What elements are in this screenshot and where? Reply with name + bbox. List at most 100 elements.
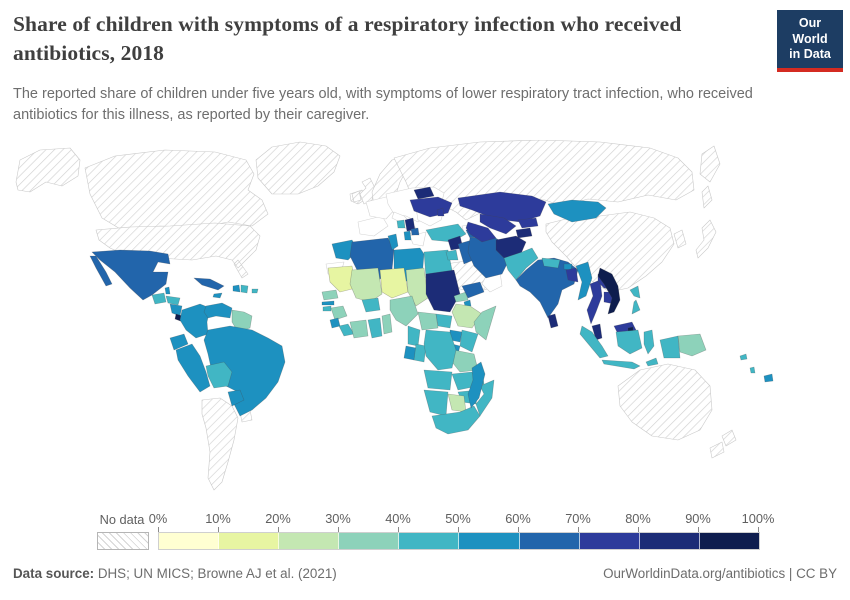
- country-moldova[interactable]: [436, 207, 445, 217]
- country-alaska[interactable]: [15, 147, 81, 193]
- legend-tick-label: 80%: [625, 511, 651, 526]
- country-dominican-republic[interactable]: [240, 284, 249, 294]
- country-jamaica[interactable]: [212, 292, 223, 299]
- country-ghana[interactable]: [367, 317, 383, 339]
- country-djibouti[interactable]: [463, 299, 472, 307]
- country-bosnia[interactable]: [396, 219, 406, 229]
- country-burkina-faso[interactable]: [361, 297, 381, 313]
- country-somalia[interactable]: [473, 305, 497, 341]
- country-mexico[interactable]: [89, 249, 171, 301]
- country-drc[interactable]: [423, 329, 457, 371]
- country-tunisia[interactable]: [387, 233, 399, 251]
- country-bangladesh[interactable]: [565, 267, 579, 283]
- country-peru[interactable]: [175, 343, 211, 393]
- country-vanuatu[interactable]: [749, 366, 756, 374]
- country-ivory-coast[interactable]: [349, 319, 369, 339]
- country-indonesia[interactable]: [579, 325, 681, 370]
- country-papua-new-guinea[interactable]: [677, 333, 707, 357]
- country-guinea[interactable]: [330, 305, 348, 321]
- country-sierra-leone[interactable]: [329, 317, 341, 329]
- country-kenya[interactable]: [459, 329, 479, 353]
- country-venezuela[interactable]: [203, 302, 233, 319]
- country-belarus[interactable]: [413, 186, 435, 200]
- country-angola[interactable]: [423, 369, 453, 391]
- country-fiji[interactable]: [763, 373, 774, 383]
- country-mauritania[interactable]: [327, 265, 357, 293]
- country-togo-benin[interactable]: [381, 313, 393, 335]
- country-honduras[interactable]: [165, 295, 181, 306]
- owid-logo[interactable]: Our World in Data: [777, 10, 843, 72]
- legend-no-data-swatch[interactable]: [97, 532, 149, 550]
- country-gambia[interactable]: [321, 300, 335, 306]
- country-japan[interactable]: [695, 219, 717, 259]
- country-new-zealand[interactable]: [709, 429, 737, 459]
- country-nigeria[interactable]: [389, 295, 419, 327]
- page-title: Share of children with symptoms of a res…: [13, 12, 682, 65]
- legend-bin-80-90%[interactable]: [639, 533, 700, 549]
- legend-bin-20-30%[interactable]: [279, 533, 340, 549]
- country-south-sudan[interactable]: [435, 313, 453, 329]
- country-mongolia[interactable]: [547, 199, 607, 223]
- country-canada[interactable]: [84, 149, 269, 231]
- country-botswana[interactable]: [447, 393, 467, 413]
- country-philippines[interactable]: [629, 285, 641, 315]
- country-ireland[interactable]: [351, 190, 362, 203]
- country-iberia[interactable]: [357, 215, 389, 237]
- country-bolivia[interactable]: [205, 361, 233, 389]
- country-sudan[interactable]: [425, 269, 461, 313]
- country-nepal[interactable]: [541, 257, 561, 269]
- country-malaysia[interactable]: [591, 323, 603, 341]
- country-niger[interactable]: [379, 267, 409, 299]
- country-timor[interactable]: [645, 357, 659, 367]
- country-argentina-chile[interactable]: [201, 397, 239, 491]
- country-cameroon[interactable]: [407, 325, 421, 347]
- country-guatemala[interactable]: [151, 292, 167, 305]
- legend-bin-30-40%[interactable]: [339, 533, 400, 549]
- legend-bin-90-100%[interactable]: [699, 533, 759, 549]
- country-south-africa[interactable]: [431, 405, 481, 435]
- country-uzbekistan[interactable]: [479, 213, 517, 235]
- legend-bin-70-80%[interactable]: [579, 533, 640, 549]
- country-yemen[interactable]: [461, 281, 485, 299]
- country-vietnam[interactable]: [597, 267, 621, 315]
- country-jordan[interactable]: [445, 249, 459, 261]
- country-india[interactable]: [515, 257, 579, 319]
- country-congo[interactable]: [413, 343, 427, 363]
- country-paraguay[interactable]: [227, 389, 245, 407]
- country-puerto-rico[interactable]: [251, 288, 259, 294]
- country-solomon-islands[interactable]: [739, 353, 748, 361]
- country-greenland[interactable]: [255, 141, 341, 195]
- rights-link[interactable]: OurWorldinData.org/antibiotics | CC BY: [603, 566, 837, 581]
- country-eritrea[interactable]: [453, 291, 469, 303]
- country-belize[interactable]: [164, 286, 171, 295]
- legend-bin-40-50%[interactable]: [399, 533, 460, 549]
- country-kyrgyzstan[interactable]: [517, 217, 539, 229]
- country-kamchatka[interactable]: [699, 145, 721, 209]
- country-cuba[interactable]: [193, 277, 225, 291]
- country-ecuador[interactable]: [169, 333, 189, 351]
- country-namibia[interactable]: [423, 389, 449, 417]
- country-albania[interactable]: [403, 230, 412, 241]
- country-china[interactable]: [545, 211, 675, 293]
- legend-bin-0-10%[interactable]: [159, 533, 220, 549]
- country-madagascar[interactable]: [467, 361, 486, 409]
- country-korea[interactable]: [673, 229, 687, 249]
- country-sri-lanka[interactable]: [547, 313, 559, 329]
- country-turkmenistan[interactable]: [465, 221, 497, 243]
- legend-tick-label: 90%: [685, 511, 711, 526]
- country-australia[interactable]: [617, 363, 713, 441]
- country-haiti[interactable]: [232, 284, 241, 293]
- country-guyanas[interactable]: [231, 309, 253, 333]
- country-guinea-bissau[interactable]: [322, 305, 332, 312]
- country-myanmar[interactable]: [575, 261, 593, 301]
- country-senegal[interactable]: [321, 289, 339, 301]
- legend-bin-50-60%[interactable]: [459, 533, 520, 549]
- country-tajikistan[interactable]: [515, 227, 533, 239]
- country-greece[interactable]: [409, 231, 427, 247]
- legend-bin-10-20%[interactable]: [219, 533, 280, 549]
- legend-bin-60-70%[interactable]: [519, 533, 580, 549]
- country-mali[interactable]: [349, 267, 383, 303]
- country-pakistan[interactable]: [503, 247, 539, 281]
- country-central-african-republic[interactable]: [417, 311, 439, 331]
- country-macedonia[interactable]: [410, 227, 420, 236]
